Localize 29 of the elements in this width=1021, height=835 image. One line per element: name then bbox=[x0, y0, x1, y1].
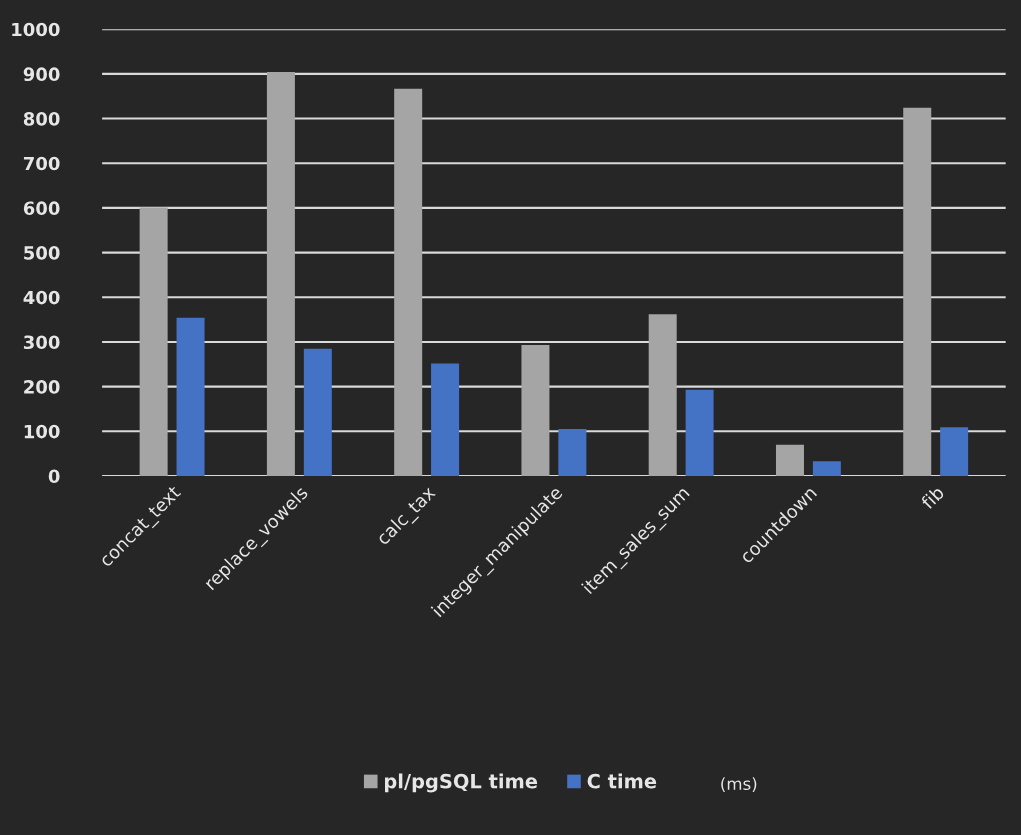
bar bbox=[139, 207, 168, 476]
bar bbox=[685, 389, 714, 476]
bar bbox=[940, 427, 969, 476]
bar bbox=[521, 345, 550, 476]
bar bbox=[176, 317, 205, 476]
bar bbox=[303, 348, 332, 476]
y-tick-label: 300 bbox=[23, 335, 60, 350]
y-tick-label: 600 bbox=[23, 201, 60, 216]
y-tick-label: 200 bbox=[24, 380, 60, 394]
y-tick-label: 0 bbox=[48, 469, 60, 484]
bar bbox=[266, 72, 295, 476]
y-tick-label: 900 bbox=[23, 67, 60, 82]
x-tick-label: fib bbox=[919, 484, 945, 511]
legend-label: pl/pgSQL time bbox=[385, 773, 538, 793]
y-tick-label: 800 bbox=[23, 112, 60, 126]
y-tick-label: 700 bbox=[23, 156, 60, 171]
y-tick-label: 400 bbox=[23, 290, 60, 305]
y-tick-label: 500 bbox=[24, 246, 60, 260]
text: (ms) bbox=[721, 777, 757, 792]
bar bbox=[558, 429, 587, 476]
bar bbox=[648, 314, 677, 476]
bar bbox=[812, 461, 841, 476]
bar bbox=[775, 444, 804, 476]
bar bbox=[903, 107, 932, 476]
bar bbox=[431, 363, 460, 476]
y-tick-label: 1000 bbox=[12, 22, 60, 37]
y-tick-label: 100 bbox=[24, 424, 60, 439]
bar bbox=[394, 88, 423, 476]
legend-label: C time bbox=[587, 773, 657, 789]
